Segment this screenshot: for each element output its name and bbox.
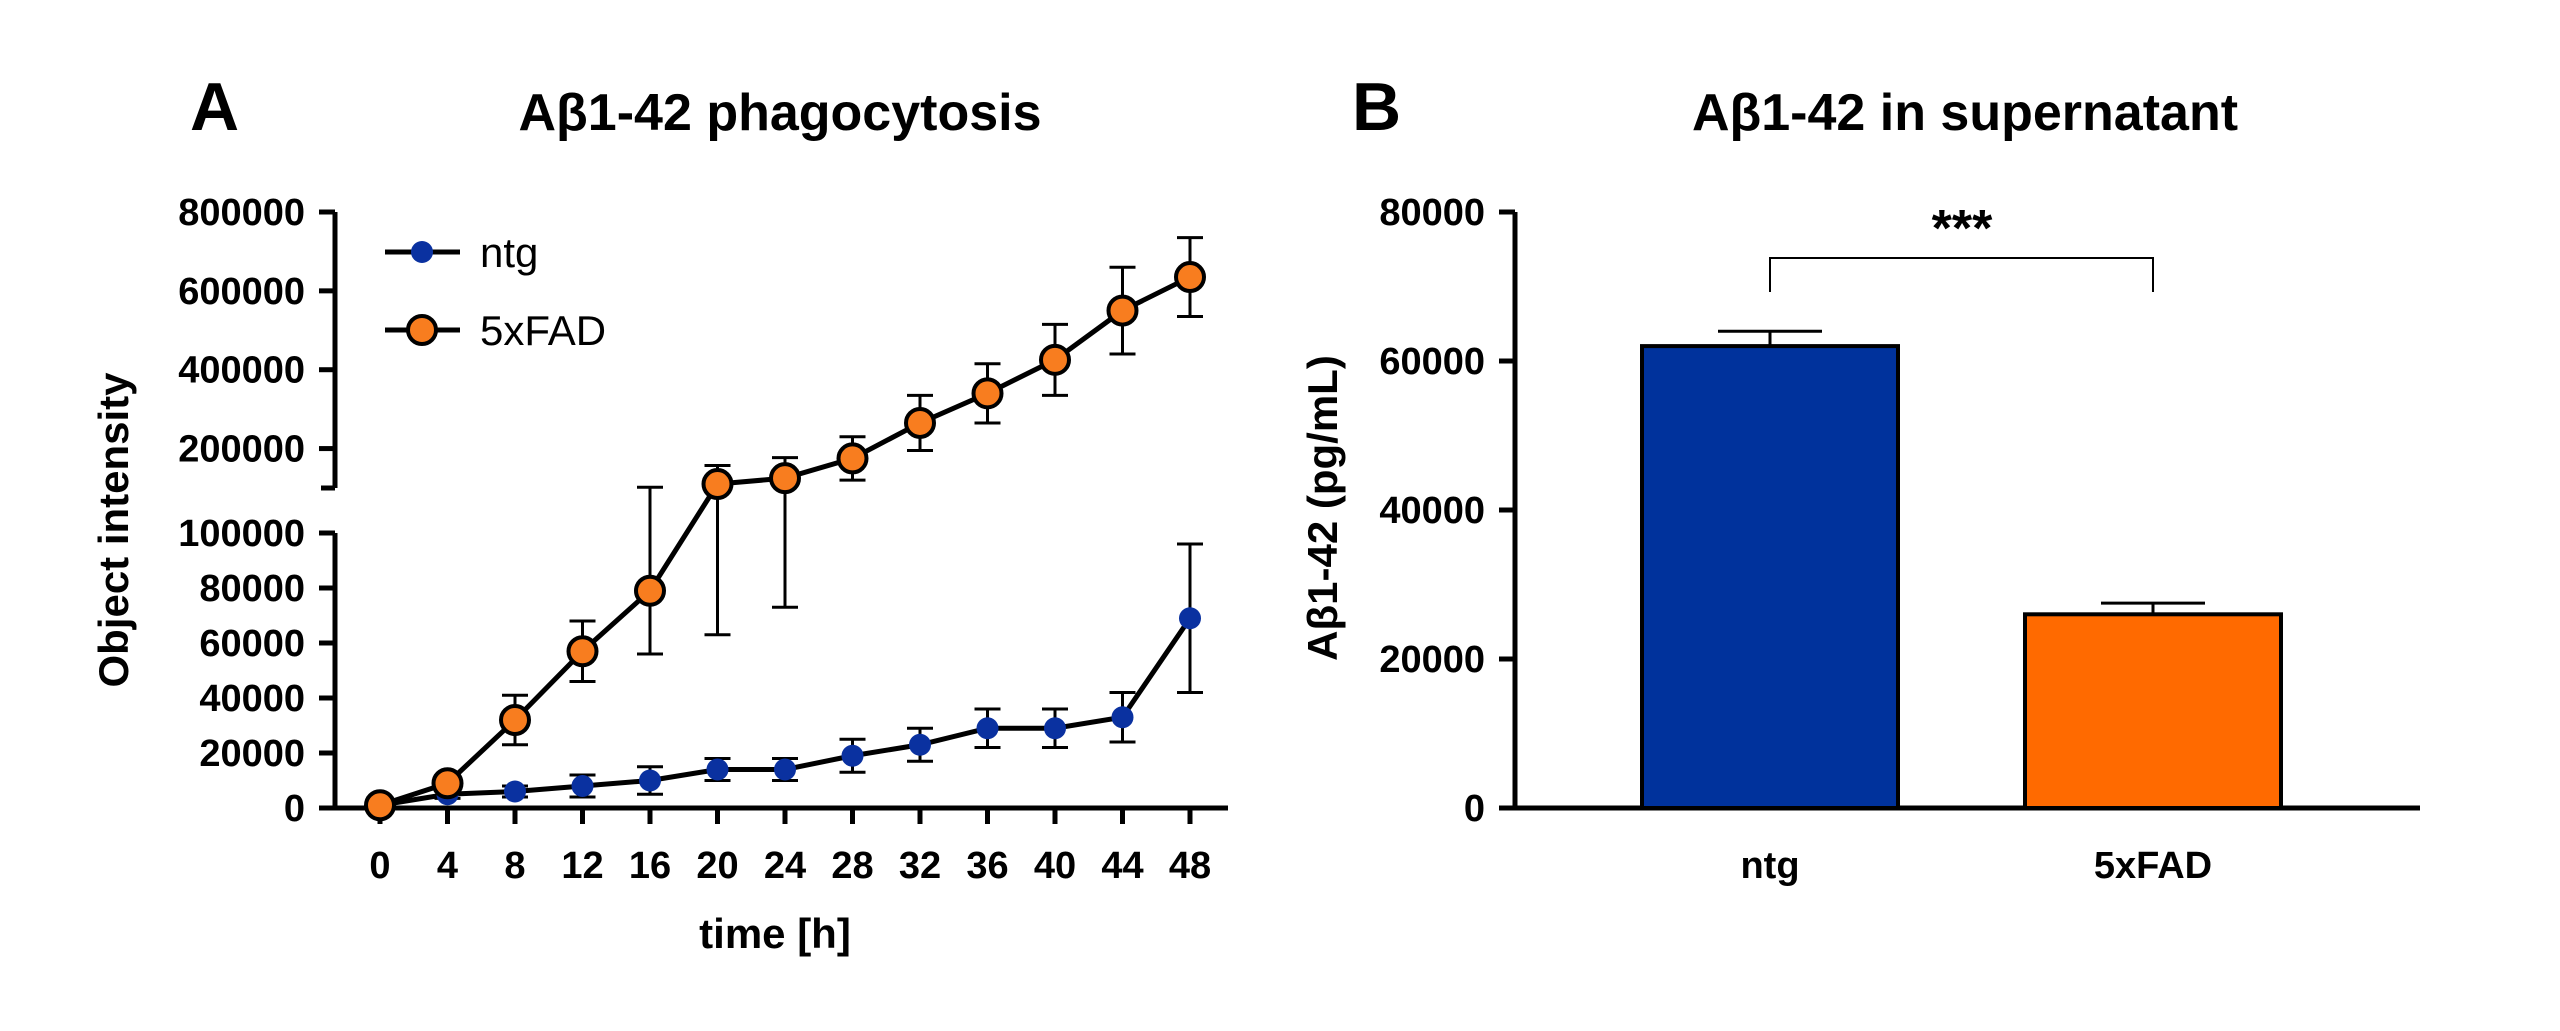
series-5xfad (364, 236, 1206, 822)
panel-a-y-tick-label: 40000 (199, 678, 305, 720)
data-point-ntg (774, 758, 796, 781)
panel-a-title: Aβ1-42 phagocytosis (519, 84, 1042, 142)
legend-5xfad-label: 5xFAD (480, 307, 606, 354)
panel-a-x-tick-label: 28 (831, 845, 873, 887)
bar-ntg (1640, 344, 1900, 810)
data-point-5xfad (1174, 261, 1206, 294)
data-point-ntg (639, 769, 661, 792)
data-point-5xfad (431, 767, 464, 800)
panel-b-letter: B (1352, 69, 1401, 145)
panel-a: A Aβ1-42 phagocytosis Object intensity t… (90, 69, 1228, 957)
panel-a-x-tick-label: 0 (369, 845, 390, 887)
panel-a-axes (321, 212, 1228, 811)
significance-bracket-line (1769, 257, 2154, 292)
significance-bracket: *** (1769, 200, 2154, 292)
panel-a-x-tick-label: 44 (1101, 845, 1143, 887)
panel-b-y-tick-label: 0 (1464, 788, 1485, 830)
panel-b-y-tick-label: 80000 (1379, 192, 1485, 234)
panel-a-x-tick-label: 20 (696, 845, 738, 887)
data-point-ntg (1179, 607, 1201, 630)
panel-b-y-axis-label: Aβ1-42 (pg/mL) (1299, 355, 1346, 661)
data-point-5xfad (1106, 294, 1139, 327)
panel-b-y-tick-label: 60000 (1379, 341, 1485, 383)
data-point-ntg (841, 744, 864, 767)
data-point-ntg (504, 780, 526, 803)
panel-a-x-axis-label: time [h] (699, 910, 851, 957)
panel-b-x-ticks: ntg 5xFAD (1740, 845, 2212, 887)
legend-ntg-label: ntg (480, 229, 538, 276)
panel-a-series (364, 236, 1206, 822)
data-point-5xfad (836, 442, 869, 475)
data-point-5xfad (364, 789, 396, 822)
data-point-5xfad (701, 468, 734, 501)
panel-a-x-tick-label: 8 (504, 845, 525, 887)
data-point-5xfad (499, 704, 531, 736)
data-point-5xfad (634, 574, 666, 607)
significance-stars: *** (1932, 200, 1993, 258)
panel-a-x-tick-label: 16 (629, 845, 671, 887)
panel-a-x-ticks: 0 4 8 12 16 20 24 28 32 36 40 44 48 (369, 808, 1211, 887)
panel-b-y-ticks: 0 20000 40000 60000 80000 (1379, 192, 1515, 830)
panel-a-y-tick-label: 200000 (178, 429, 305, 471)
panel-a-y-tick-label: 600000 (178, 271, 305, 313)
panel-a-x-tick-label: 24 (764, 845, 806, 887)
data-point-5xfad (971, 377, 1004, 410)
panel-a-y-tick-label: 800000 (178, 192, 305, 234)
legend-ntg-marker (411, 241, 433, 263)
panel-b-title: Aβ1-42 in supernatant (1692, 84, 2238, 142)
panel-a-y-tick-label: 20000 (199, 733, 305, 775)
panel-b-x-tick-label: 5xFAD (2094, 845, 2212, 887)
panel-a-letter: A (190, 69, 239, 145)
data-point-ntg (571, 775, 594, 797)
panel-a-y-tick-label: 0 (284, 788, 305, 830)
bar-5xfad (2023, 612, 2283, 810)
panel-b-y-tick-label: 20000 (1379, 639, 1485, 681)
panel-b: B Aβ1-42 in supernatant Aβ1-42 (pg/mL) 0… (1299, 69, 2420, 887)
panel-a-x-tick-label: 12 (561, 845, 603, 887)
panel-b-y-tick-label: 40000 (1379, 490, 1485, 532)
panel-a-y-axis-label: Object intensity (90, 372, 137, 688)
panel-a-x-tick-label: 32 (899, 845, 941, 887)
panel-a-y-tick-label: 400000 (178, 350, 305, 392)
data-point-5xfad (769, 462, 801, 495)
panel-a-x-tick-label: 48 (1169, 845, 1211, 887)
data-point-5xfad (904, 406, 936, 439)
legend-5xfad-marker (406, 314, 438, 346)
panel-b-x-tick-label: ntg (1740, 845, 1799, 887)
panel-a-y-tick-label: 60000 (199, 623, 305, 665)
panel-a-y-tick-label: 100000 (178, 513, 305, 555)
panel-b-bars (1640, 329, 2283, 810)
panel-a-y-ticks: 0 20000 40000 60000 80000 100000 200000 400000 6… (178, 192, 335, 830)
panel-a-y-tick-label: 80000 (199, 568, 305, 610)
data-point-ntg (976, 717, 999, 740)
data-point-ntg (909, 733, 931, 756)
panel-a-x-tick-label: 40 (1034, 845, 1076, 887)
data-point-5xfad (566, 635, 599, 668)
data-point-ntg (706, 758, 729, 781)
data-point-5xfad (1039, 343, 1071, 376)
panel-a-legend: ntg 5xFAD (385, 229, 606, 354)
data-point-ntg (1111, 706, 1134, 729)
data-point-ntg (1044, 717, 1066, 740)
panel-a-x-tick-label: 36 (966, 845, 1008, 887)
panel-a-x-tick-label: 4 (437, 845, 458, 887)
